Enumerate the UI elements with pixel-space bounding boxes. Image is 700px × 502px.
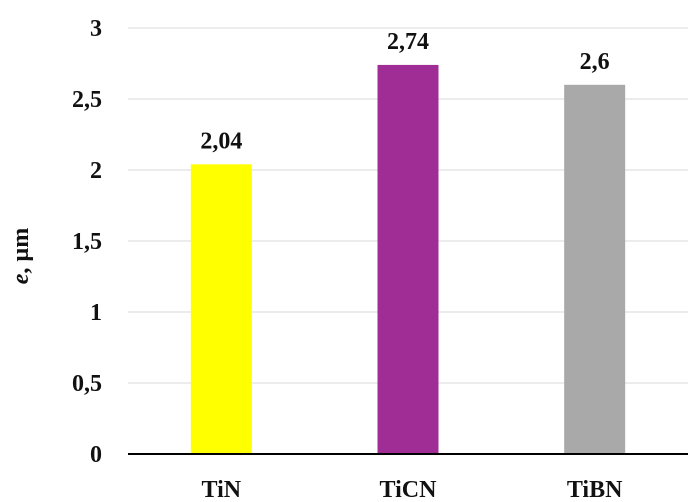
bars	[190, 64, 626, 455]
x-tick-label-tin: TiN	[202, 477, 242, 502]
data-label-ticn: 2,74	[387, 29, 429, 55]
y-tick-label: 3	[90, 16, 102, 42]
y-tick-label: 1,5	[72, 229, 102, 255]
data-label-tibn: 2,6	[580, 49, 610, 75]
data-label-tin: 2,04	[200, 128, 242, 154]
x-tick-label-tibn: TiBN	[567, 477, 623, 502]
y-tick-label: 2,5	[72, 87, 102, 113]
bar-ticn	[377, 64, 439, 455]
labels: 0 0,5 1 1,5 2 2,5 3 2,04 TiN 2,74 TiCN 2,6 TiBN	[72, 16, 623, 502]
y-tick-label: 1	[90, 300, 102, 326]
y-tick-label: 2	[90, 158, 102, 184]
y-tick-label: 0	[90, 442, 102, 468]
bar-tin	[190, 164, 252, 454]
x-tick-label-ticn: TiCN	[380, 477, 438, 502]
y-axis-title-variable: e	[8, 273, 34, 284]
bar-tibn	[564, 84, 626, 455]
y-tick-label: 0,5	[72, 371, 102, 397]
y-axis-title-unit: , µm	[8, 228, 34, 274]
y-axis-title: e, µm	[8, 228, 34, 284]
